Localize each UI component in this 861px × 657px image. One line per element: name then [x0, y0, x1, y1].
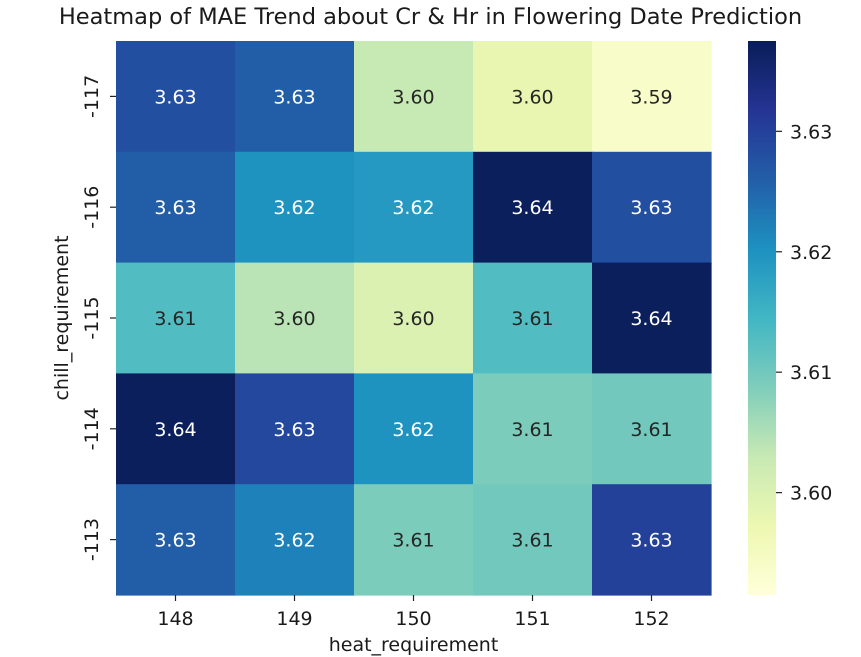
heatmap-cell [354, 151, 474, 264]
y-tick-label: -116 [81, 186, 103, 229]
cell-annotation: 3.63 [154, 530, 196, 552]
heatmap-cell [116, 484, 236, 596]
cell-annotations: 3.63 3.63 3.60 3.60 3.59 3.63 3.62 3.62 3.64 3.63… [154, 86, 672, 551]
heatmap-cell [116, 262, 236, 374]
cell-annotation: 3.61 [154, 308, 196, 330]
heatmap-cell [116, 373, 236, 485]
x-tick-label: 151 [514, 608, 550, 630]
heatmap-cell [354, 262, 474, 374]
heatmap-cells [116, 41, 712, 596]
y-tick-label: -115 [81, 296, 103, 339]
y-tick-label: -114 [81, 407, 103, 450]
x-tick-label: 148 [157, 608, 193, 630]
x-axis-ticks: 148 149 150 151 152 [157, 595, 670, 630]
cell-annotation: 3.63 [630, 197, 672, 219]
cell-annotation: 3.63 [154, 86, 196, 108]
heatmap-cell [235, 262, 355, 374]
heatmap-cell [473, 373, 593, 485]
heatmap-cell [592, 262, 712, 374]
colorbar-tick-label: 3.62 [790, 242, 832, 264]
cell-annotation: 3.62 [392, 419, 434, 441]
chart-title: Heatmap of MAE Trend about Cr & Hr in Fl… [58, 4, 803, 30]
cell-annotation: 3.60 [511, 86, 553, 108]
heatmap-cell [473, 484, 593, 596]
cell-annotation: 3.63 [154, 197, 196, 219]
cell-annotation: 3.64 [154, 419, 196, 441]
colorbar-tick-label: 3.61 [790, 362, 832, 384]
cell-annotation: 3.60 [392, 86, 434, 108]
heatmap-cell [235, 151, 355, 264]
heatmap-cell [473, 151, 593, 264]
cell-annotation: 3.62 [273, 197, 315, 219]
heatmap-cell [116, 151, 236, 264]
x-axis-label: heat_requirement [328, 634, 499, 656]
x-tick-label: 150 [395, 608, 431, 630]
heatmap-cell [235, 373, 355, 485]
heatmap-cell [473, 262, 593, 374]
cell-annotation: 3.61 [630, 419, 672, 441]
heatmap-cell [592, 41, 712, 153]
x-tick-label: 149 [276, 608, 312, 630]
heatmap-cell [354, 41, 474, 153]
heatmap-cell [116, 41, 236, 153]
heatmap-cell [235, 41, 355, 153]
heatmap-cell [354, 373, 474, 485]
y-tick-label: -117 [81, 75, 103, 118]
cell-annotation: 3.64 [630, 308, 672, 330]
cell-annotation: 3.63 [273, 86, 315, 108]
heatmap-cell [473, 41, 593, 153]
colorbar-tick-label: 3.60 [790, 483, 832, 505]
cell-annotation: 3.60 [392, 308, 434, 330]
cell-annotation: 3.61 [511, 419, 553, 441]
heatmap-cell [592, 484, 712, 596]
cell-annotation: 3.63 [273, 419, 315, 441]
cell-annotation: 3.64 [511, 197, 553, 219]
heatmap-cell [592, 373, 712, 485]
cell-annotation: 3.62 [273, 530, 315, 552]
cell-annotation: 3.60 [273, 308, 315, 330]
y-axis-ticks: -117 -116 -115 -114 -113 [81, 75, 116, 561]
cell-annotation: 3.61 [511, 308, 553, 330]
cell-annotation: 3.59 [630, 86, 672, 108]
heatmap-cell [235, 484, 355, 596]
cell-annotation: 3.62 [392, 197, 434, 219]
heatmap-cell [592, 151, 712, 264]
cell-annotation: 3.61 [392, 530, 434, 552]
heatmap-cell [354, 484, 474, 596]
y-tick-label: -113 [81, 518, 103, 561]
colorbar: 3.60 3.61 3.62 3.63 [748, 41, 832, 595]
cell-annotation: 3.63 [630, 530, 672, 552]
x-tick-label: 152 [633, 608, 669, 630]
colorbar-tick-label: 3.63 [790, 121, 832, 143]
cell-annotation: 3.61 [511, 530, 553, 552]
y-axis-label: chill_requirement [51, 235, 73, 401]
colorbar-gradient [748, 41, 776, 595]
